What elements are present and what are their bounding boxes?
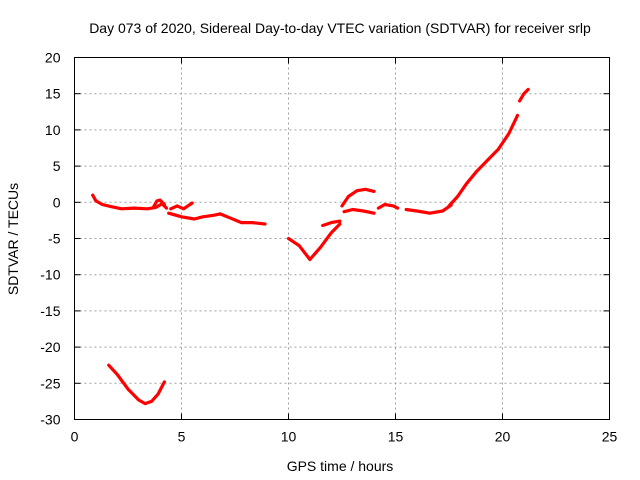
y-tick-labels: -30 -25 -20 -15 -10 -5 0 5 10 15 20 [40,50,60,428]
x-tick-label: 25 [602,429,618,445]
series-arc-5 [218,212,267,226]
axis-ticks [74,57,610,420]
series-arc-4 [167,211,222,221]
y-tick-label: -5 [48,231,61,247]
x-tick-label: 0 [71,429,79,445]
data-series [91,87,530,406]
x-tick-label: 5 [178,429,186,445]
x-tick-label: 20 [495,429,511,445]
series-arc-1 [91,193,169,211]
series-arc-13 [447,113,520,208]
series-arc-6 [107,363,166,406]
y-tick-label: 15 [45,86,61,102]
y-tick-label: 20 [45,50,61,66]
series-arc-7 [286,222,342,262]
x-tick-label: 15 [388,429,404,445]
y-tick-label: -30 [40,412,60,428]
y-tick-label: 10 [45,122,61,138]
grid [74,57,610,420]
series-arc-10 [342,207,376,215]
y-tick-label: -10 [40,267,60,283]
x-tick-label: 10 [281,429,297,445]
x-axis-label: GPS time / hours [287,458,394,474]
series-arc-8 [321,219,342,228]
y-tick-label: 5 [53,158,61,174]
y-tick-label: -15 [40,303,60,319]
series-arc-9 [340,187,376,208]
y-tick-label: -25 [40,375,60,391]
x-tick-labels: 0 5 10 15 20 25 [71,429,618,445]
chart-title: Day 073 of 2020, Sidereal Day-to-day VTE… [89,20,591,36]
y-tick-label: -20 [40,339,60,355]
y-tick-label: 0 [53,194,61,210]
series-arc-14 [517,87,530,103]
y-axis-label: SDTVAR / TECUs [5,183,21,295]
series-arc-2 [152,198,166,209]
series-arc-11 [376,202,400,210]
series-arc-12 [404,203,453,215]
series-arc-3 [169,201,194,211]
